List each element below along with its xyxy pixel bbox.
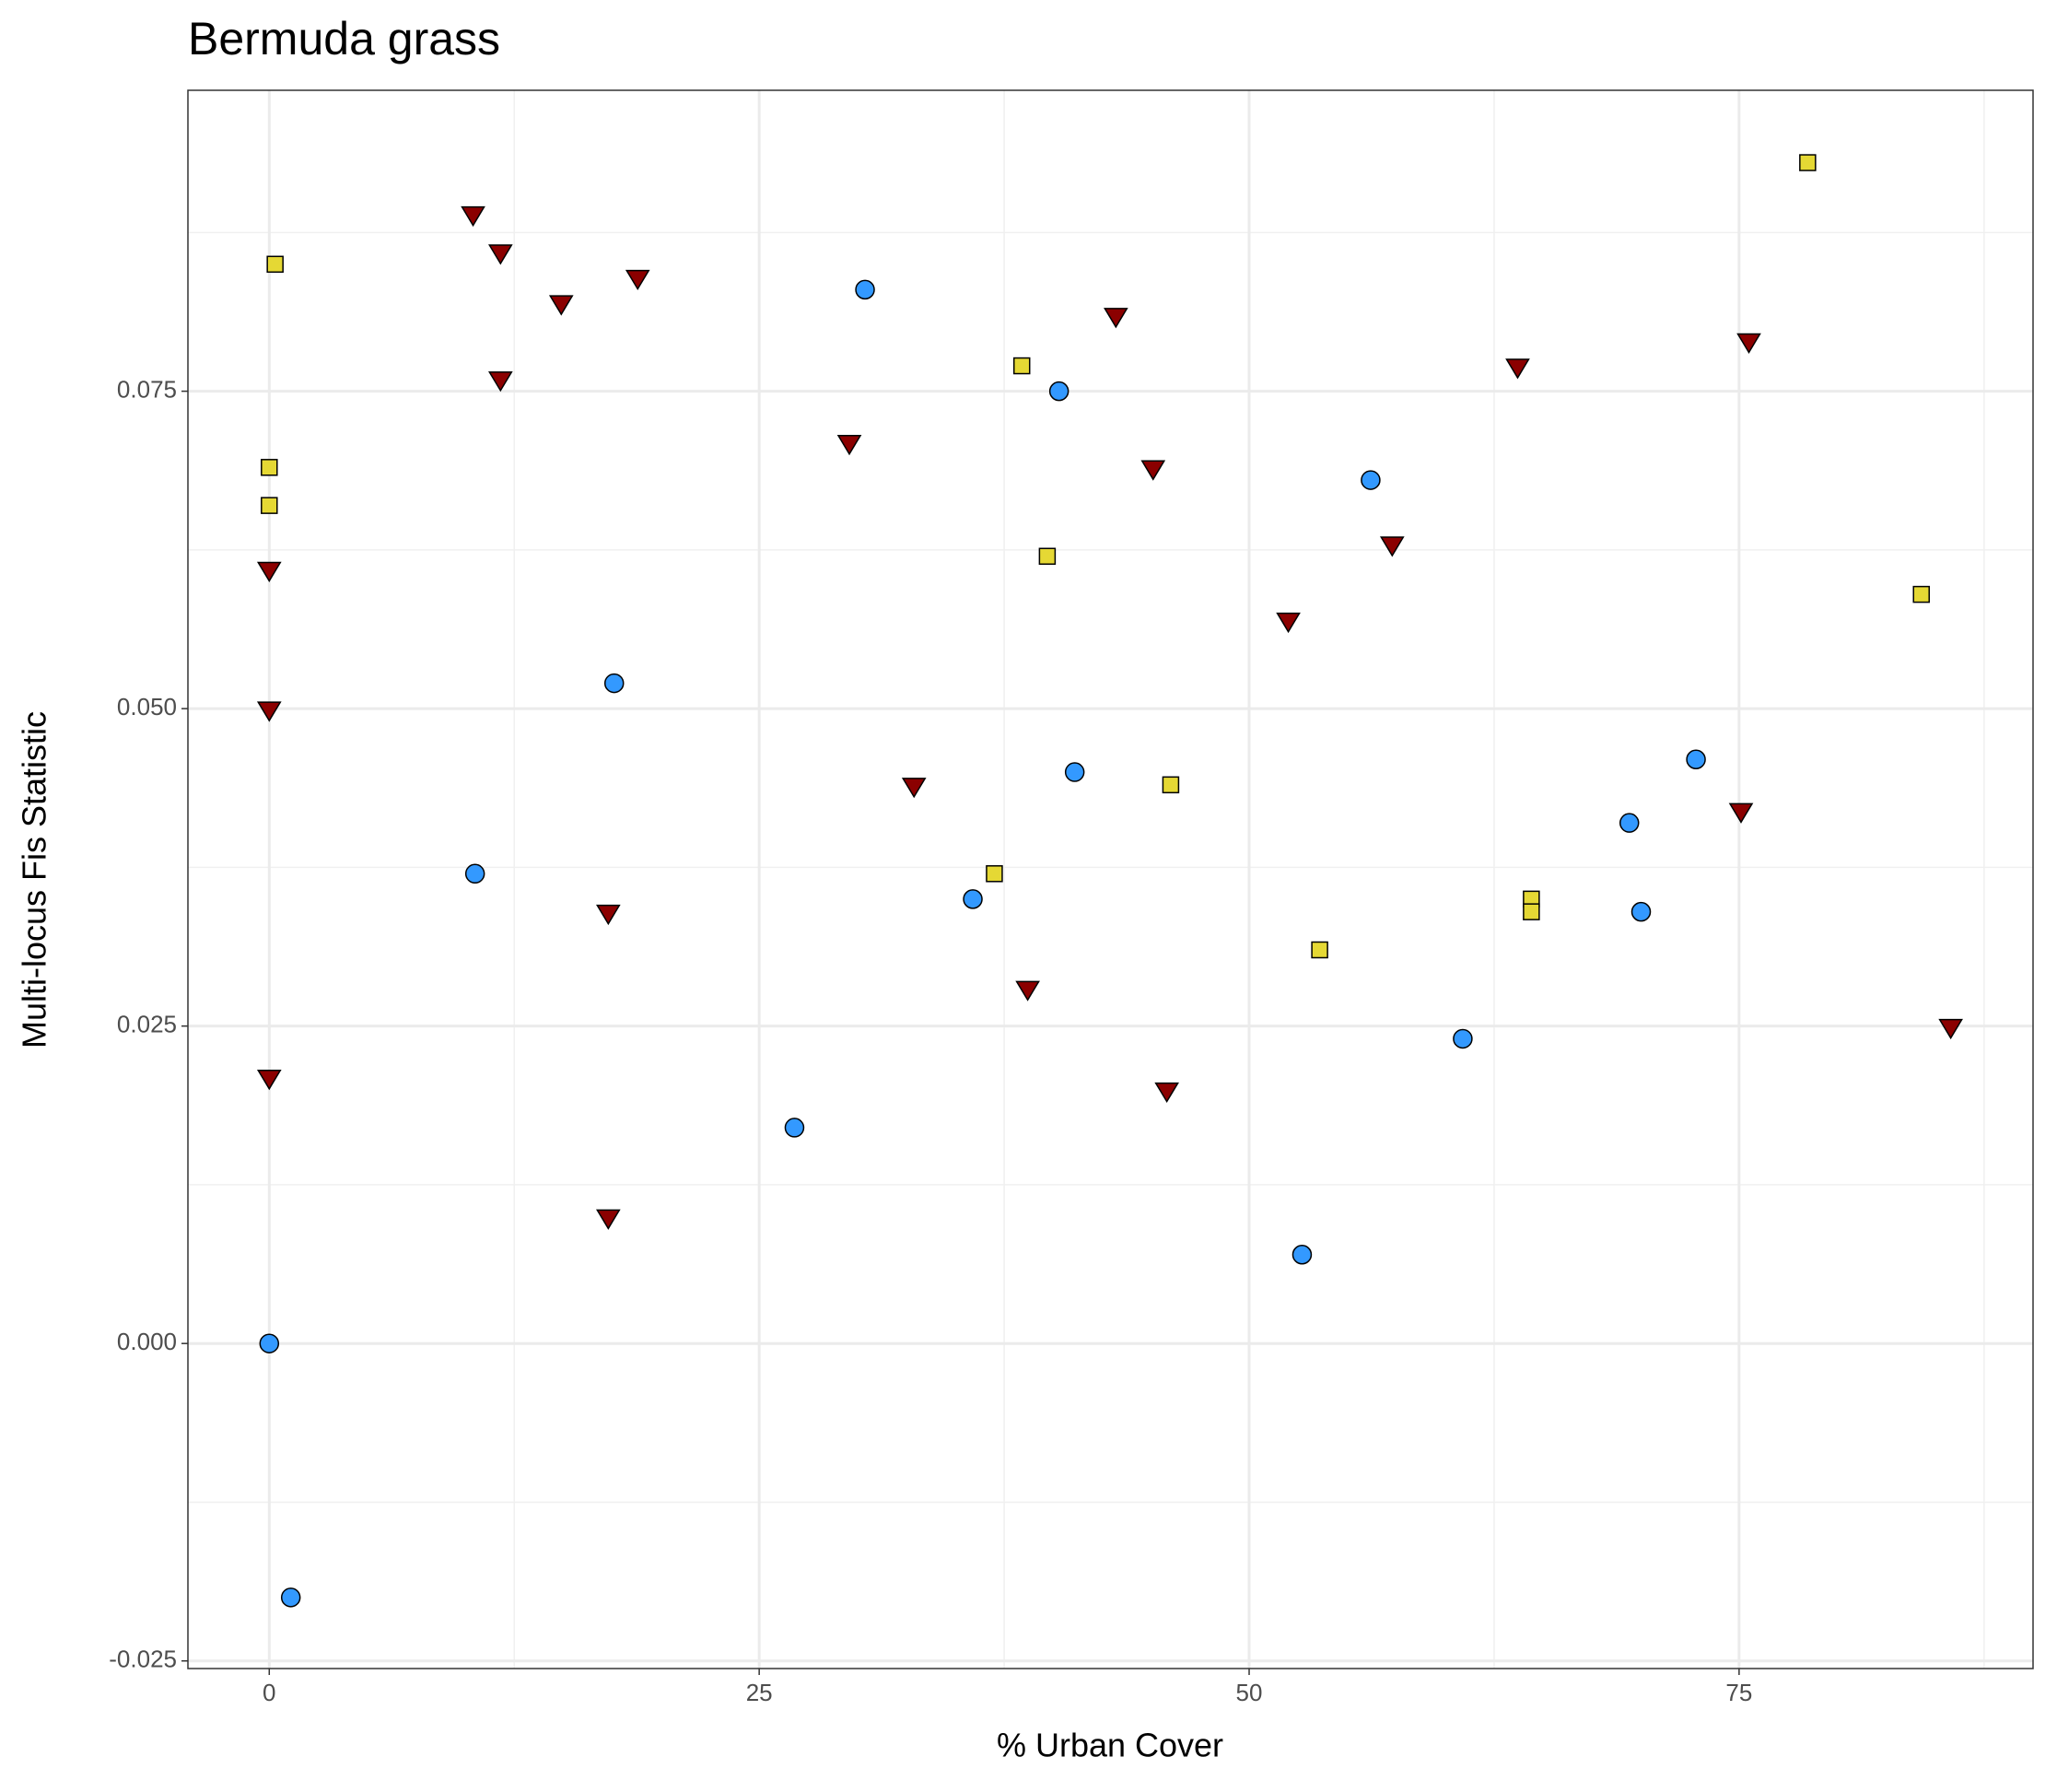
point [901,778,927,799]
point [1104,308,1128,329]
y-tick-label: -0.025 [109,1646,177,1673]
point [259,1333,280,1353]
point [836,434,862,456]
point [1154,1082,1179,1104]
point [488,371,513,392]
point [784,1118,805,1138]
point [1736,333,1761,354]
point [1064,762,1085,782]
point [1453,1028,1473,1049]
point [261,497,278,514]
point [548,295,574,316]
point [1619,813,1640,833]
panel-border [187,89,2034,1669]
point [963,889,983,909]
point [1912,585,1930,603]
x-tick-label: 50 [1236,1679,1263,1706]
x-tick-label: 0 [263,1679,275,1706]
y-tick-label: 0.025 [117,1011,177,1038]
point [603,673,625,694]
point [1686,749,1706,770]
point [1038,547,1057,566]
point [1505,358,1530,380]
point [855,279,875,300]
point [488,244,513,265]
x-tick-label: 75 [1725,1679,1752,1706]
point [1379,536,1405,557]
y-tick-label: 0.050 [117,693,177,720]
point [1162,776,1180,794]
point [625,269,650,291]
point [1728,802,1754,824]
point [1015,980,1040,1001]
point [1291,1244,1313,1265]
y-tick-label: 0.000 [117,1328,177,1355]
point [464,863,485,884]
point [596,904,621,926]
point [1276,612,1301,634]
point [256,1070,282,1091]
point [1140,460,1166,481]
point [256,701,282,722]
point [280,1587,301,1608]
x-axis-title: % Urban Cover [997,1727,1223,1764]
point [461,205,485,228]
point [1938,1018,1963,1040]
y-axis-title: Multi-locus Fis Statistic [16,711,53,1048]
point [1012,357,1031,375]
point [1311,941,1328,959]
point [986,865,1003,883]
point [1630,901,1652,922]
point [1048,381,1069,402]
x-tick-label: 25 [746,1679,773,1706]
point [261,459,278,476]
y-tick-label: 0.075 [117,375,177,403]
point [256,561,282,583]
chart-title: Bermuda grass [188,13,500,64]
point [266,255,284,274]
point [1523,903,1540,920]
point [596,1209,621,1230]
point [1361,470,1381,490]
point [1799,154,1817,171]
